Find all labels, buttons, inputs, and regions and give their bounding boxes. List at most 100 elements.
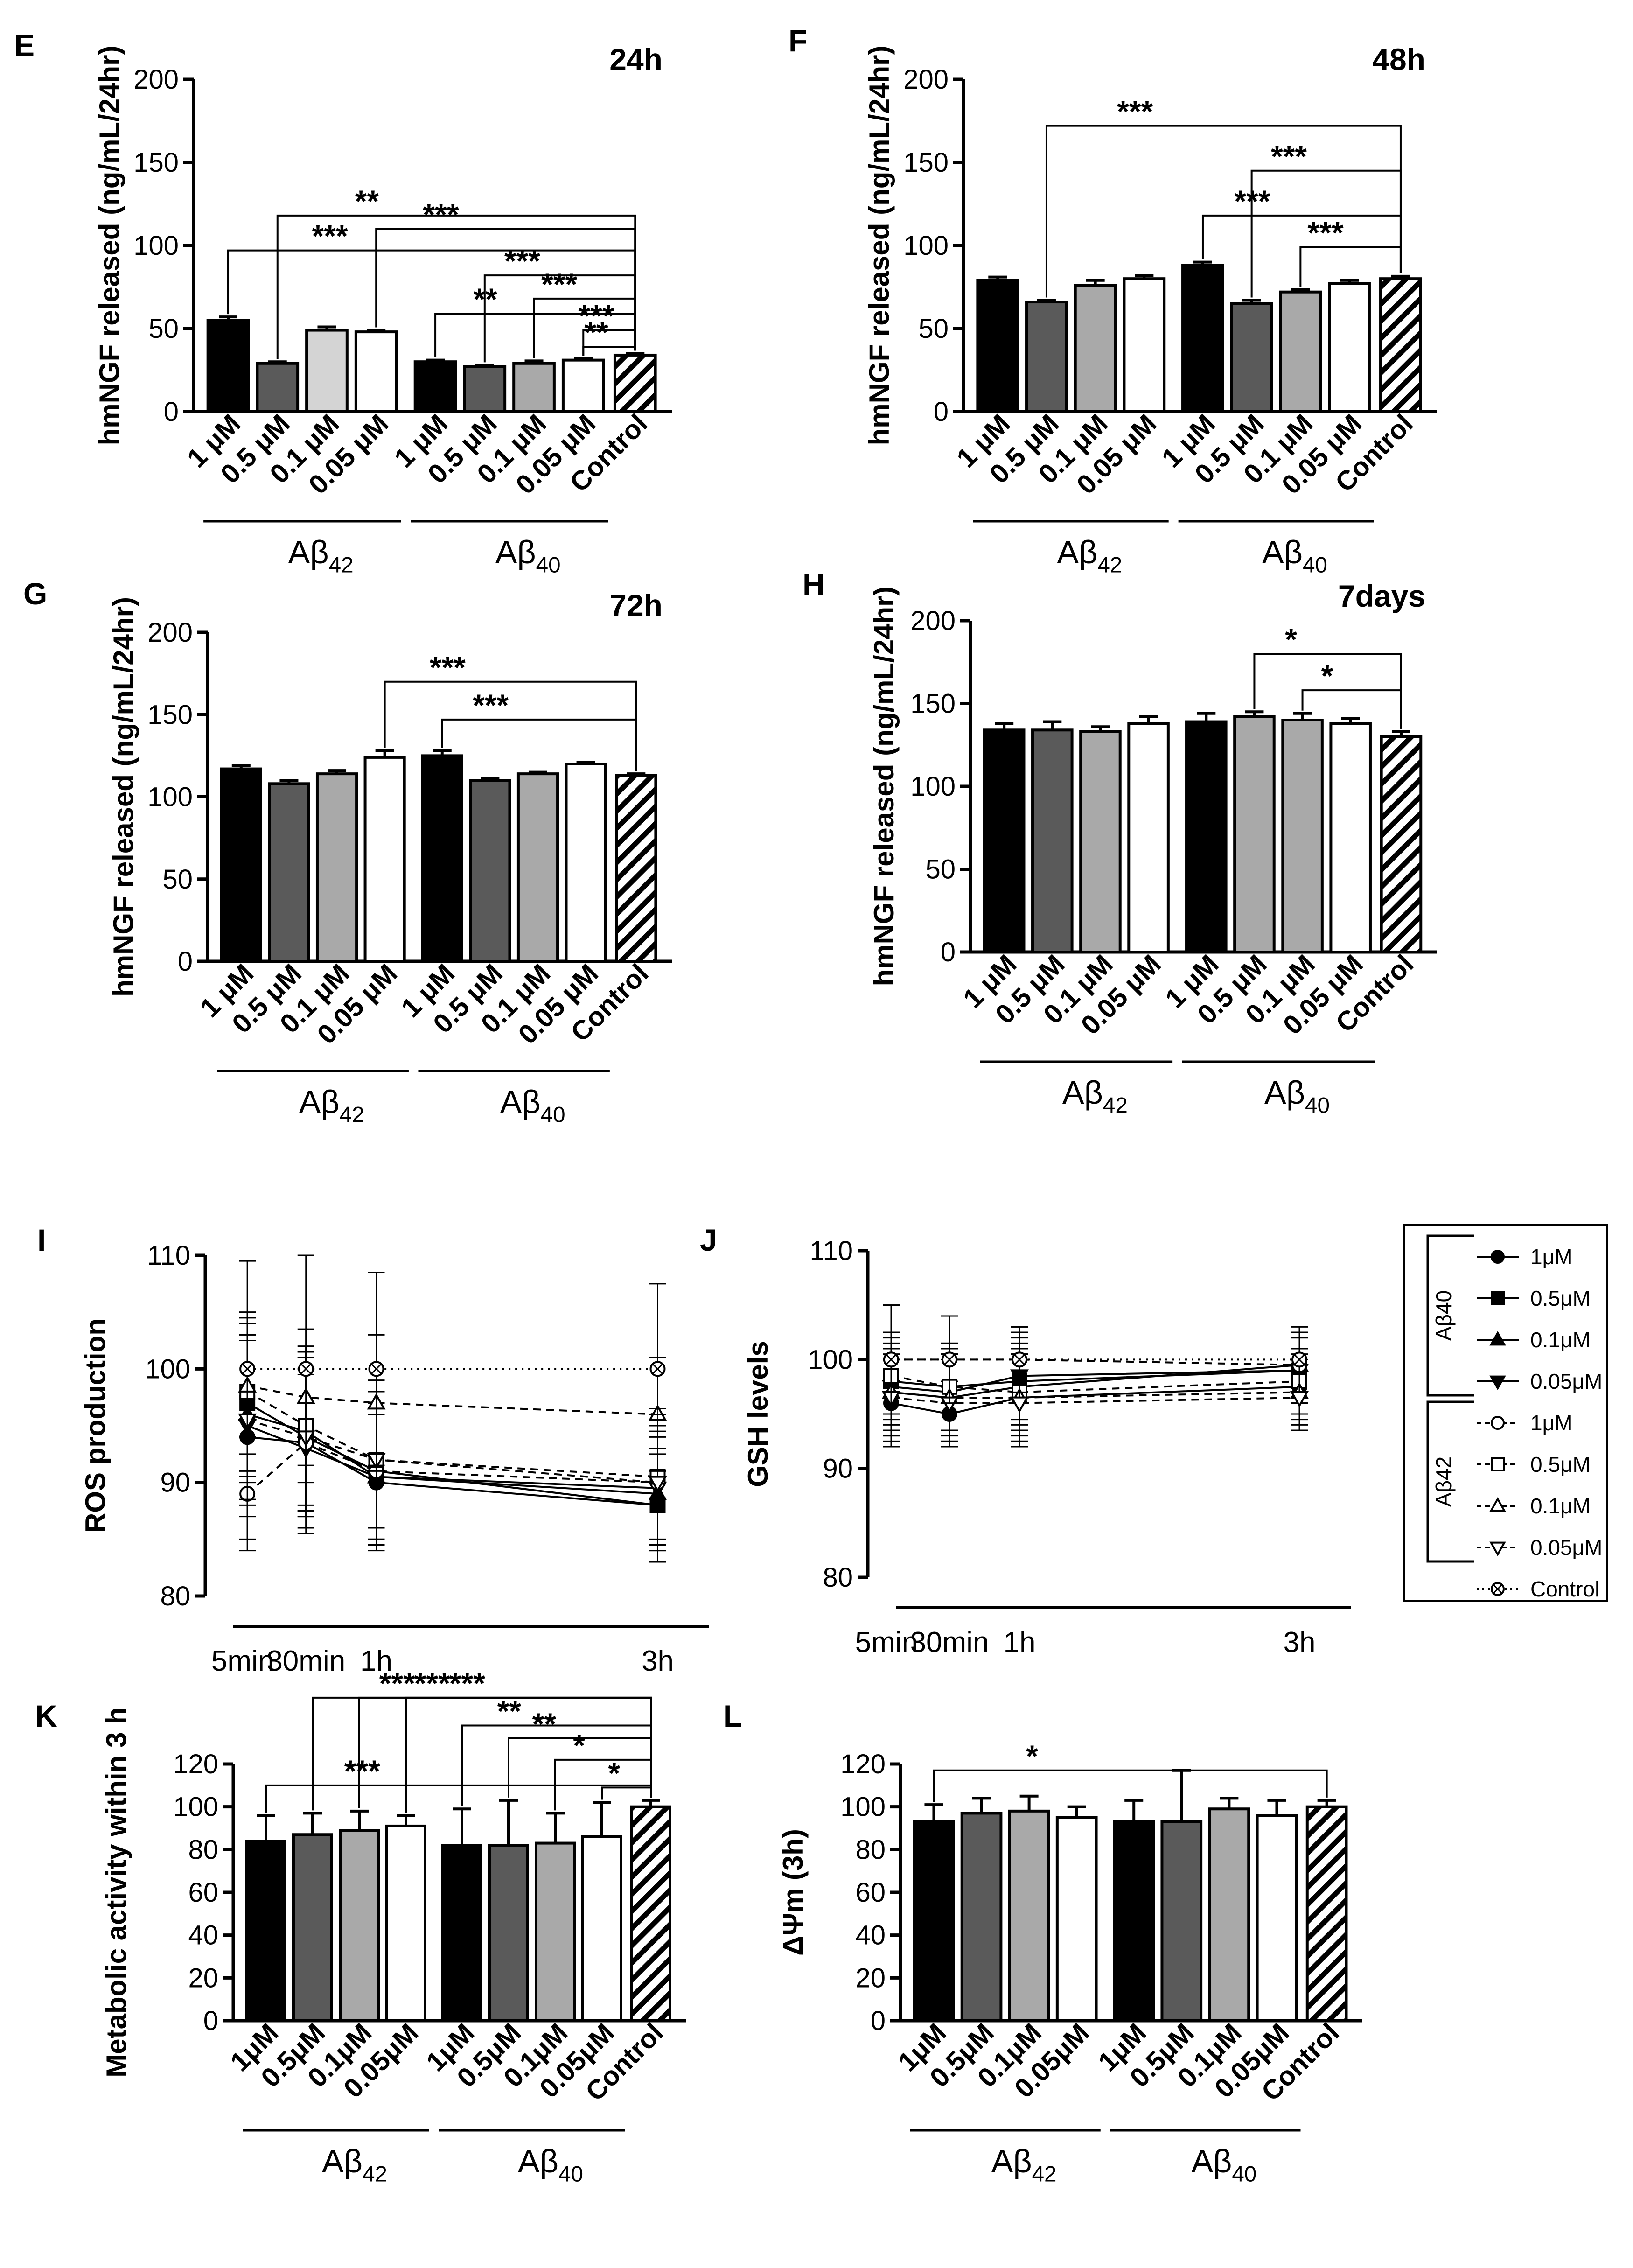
y-tick-label: 100 xyxy=(147,782,193,812)
y-axis-title: hmNGF released (ng/mL/24hr) xyxy=(864,46,895,446)
legend-marker xyxy=(1491,1457,1505,1471)
series-line xyxy=(247,1385,658,1415)
legend-marker-cross xyxy=(1493,1584,1503,1594)
bar xyxy=(1055,1816,1098,2022)
bar xyxy=(220,767,262,963)
bar xyxy=(256,362,300,413)
bar xyxy=(913,1820,955,2022)
bar xyxy=(630,1805,671,2023)
chart-title: 7days xyxy=(1338,579,1425,613)
y-tick-label: 0 xyxy=(871,2006,886,2036)
y-tick-label: 40 xyxy=(188,1920,218,1951)
panel-letter: H xyxy=(803,567,825,602)
series-line xyxy=(891,1391,1300,1399)
y-tick-label: 0 xyxy=(941,937,956,967)
y-axis-title: ΔΨm (3h) xyxy=(777,1829,809,1956)
data-point-cross xyxy=(944,1354,955,1365)
group-label: Aβ42 xyxy=(1062,1074,1128,1118)
bar xyxy=(1127,722,1170,953)
y-tick-label: 0 xyxy=(164,397,179,427)
significance-bracket xyxy=(554,1758,652,1811)
bar xyxy=(1008,1809,1050,2022)
bar xyxy=(1123,277,1166,413)
x-tick-label: 3h xyxy=(642,1645,674,1677)
bar xyxy=(206,319,250,413)
y-tick-label: 90 xyxy=(160,1468,190,1498)
bar xyxy=(354,330,398,413)
data-point-cross xyxy=(1294,1354,1305,1365)
bar xyxy=(1025,301,1068,413)
significance-bracket xyxy=(533,297,636,358)
y-tick-label: 80 xyxy=(855,1834,886,1865)
legend-label: Control xyxy=(1530,1577,1599,1601)
significance-label: *** xyxy=(379,1666,415,1701)
series-line xyxy=(247,1425,658,1489)
x-tick-label: 5min xyxy=(855,1626,918,1659)
y-tick-label: 80 xyxy=(188,1834,218,1865)
legend-group-label: Aβ42 xyxy=(1431,1456,1456,1507)
group-label: Aβ40 xyxy=(518,2143,583,2187)
significance-label: *** xyxy=(312,219,348,253)
group-label: Aβ42 xyxy=(1057,534,1122,578)
x-tick-label: 1h xyxy=(1004,1626,1036,1659)
bar xyxy=(581,1835,622,2022)
bar xyxy=(976,279,1019,413)
significance-bracket xyxy=(1301,689,1402,729)
y-tick-label: 50 xyxy=(162,864,193,895)
legend-group-bracket xyxy=(1426,1400,1474,1563)
y-axis-title: ROS production xyxy=(80,1318,111,1533)
bar xyxy=(1230,302,1273,413)
bar xyxy=(1279,290,1322,413)
panel-letter: I xyxy=(37,1223,46,1257)
bar xyxy=(1031,728,1074,954)
panel-letter: K xyxy=(35,1699,57,1733)
bar xyxy=(1305,1805,1348,2023)
significance-label: ** xyxy=(532,1707,557,1741)
bar xyxy=(565,763,607,963)
bar xyxy=(363,756,406,963)
legend-frame xyxy=(1403,1224,1608,1602)
significance-label: * xyxy=(1285,622,1297,657)
y-axis-title: GSH levels xyxy=(742,1341,774,1487)
significance-label: *** xyxy=(344,1754,380,1788)
y-axis-title: hmNGF released (ng/mL/24hr) xyxy=(108,597,139,997)
y-axis-title: hmNGF released (ng/mL/24hr) xyxy=(94,46,125,446)
bar xyxy=(1074,284,1117,413)
bar xyxy=(960,1812,1003,2023)
x-tick-label: 3h xyxy=(1284,1626,1316,1659)
legend: Aβ40 1μM 0.5μM 0.1μM 0.05μM Aβ42 1μM 0.5μM 0.1μM… xyxy=(1403,1224,1608,1602)
y-tick-label: 0 xyxy=(178,946,193,977)
bar xyxy=(1208,1807,1250,2022)
y-tick-label: 120 xyxy=(173,1749,218,1779)
bar xyxy=(339,1829,380,2022)
data-point-cross xyxy=(1014,1354,1025,1365)
bar xyxy=(1079,730,1122,953)
bar xyxy=(1328,282,1371,413)
significance-bracket xyxy=(405,1696,652,1813)
legend-label: 0.5μM xyxy=(1530,1286,1591,1310)
series-line xyxy=(246,1442,658,1495)
bar xyxy=(1185,720,1228,954)
bar xyxy=(292,1833,333,2022)
significance-label: *** xyxy=(430,650,466,685)
x-tick-label: 1h xyxy=(360,1645,392,1677)
y-tick-label: 20 xyxy=(855,1963,886,1993)
panel-H: H 0 50 100 150 200 hmNGF released (ng/mL/24hr)… xyxy=(803,567,1437,1118)
significance-label: ** xyxy=(497,1694,522,1729)
significance-label: *** xyxy=(1234,184,1270,218)
significance-bracket xyxy=(933,1769,1328,1802)
significance-label: *** xyxy=(1307,216,1343,250)
y-axis-title: Metabolic activity within 3 h xyxy=(101,1707,132,2077)
y-tick-label: 60 xyxy=(188,1877,218,1908)
series-line xyxy=(891,1397,1300,1404)
legend-marker xyxy=(1489,1330,1506,1346)
legend-label: 1μM xyxy=(1530,1411,1572,1435)
significance-label: *** xyxy=(504,244,540,278)
bar xyxy=(983,728,1026,954)
panel-letter: J xyxy=(700,1223,717,1257)
data-point-cross xyxy=(242,1363,253,1374)
